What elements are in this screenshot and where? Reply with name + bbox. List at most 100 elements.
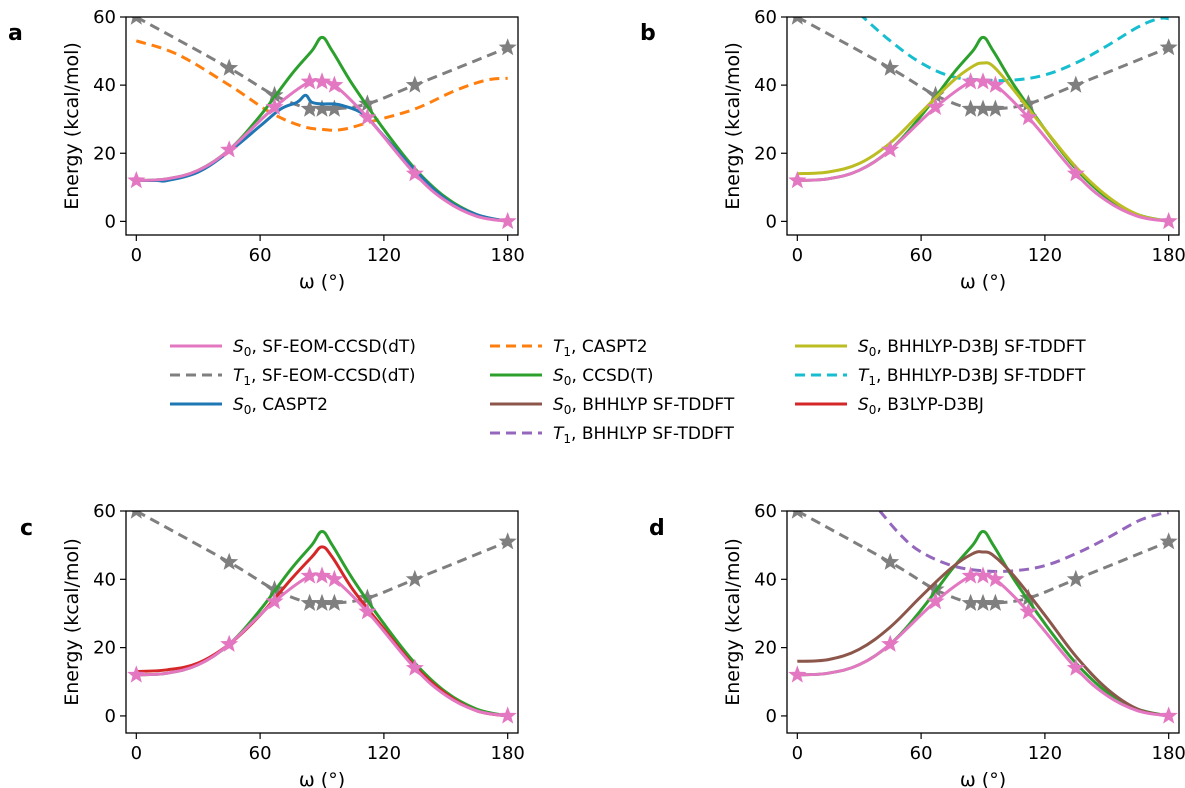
data-point-star xyxy=(1019,108,1038,126)
x-tick-label: 180 xyxy=(491,743,525,764)
y-tick-label: 60 xyxy=(754,7,777,28)
data-point-star xyxy=(881,140,900,158)
y-tick-label: 20 xyxy=(754,638,777,659)
series-line xyxy=(797,61,1170,223)
y-tick-label: 0 xyxy=(105,211,116,232)
y-tick-label: 20 xyxy=(93,638,116,659)
data-point-star xyxy=(325,75,344,93)
legend-item: T1, CASPT2 xyxy=(490,337,648,359)
x-axis-label: ω (°) xyxy=(299,271,345,293)
data-point-star xyxy=(881,634,900,652)
legend: S0, SF-EOM-CCSD(dT) T1, SF-EOM-CCSD(dT) S0… xyxy=(170,337,1086,446)
axes-frame xyxy=(125,16,519,236)
legend-label: T1, BHHLYP-D3BJ SF-TDDFT xyxy=(858,366,1086,388)
data-point-star xyxy=(1066,75,1085,93)
y-axis-label: Energy (kcal/mol) xyxy=(722,42,744,210)
x-tick-label: 0 xyxy=(792,743,803,764)
series-line xyxy=(135,511,509,606)
y-axis-label: Energy (kcal/mol) xyxy=(722,538,744,706)
data-point-star xyxy=(405,569,424,587)
data-point-star xyxy=(961,593,980,611)
data-point-star xyxy=(300,593,319,611)
data-point-star xyxy=(961,72,980,90)
series-line xyxy=(136,93,509,223)
x-tick-label: 180 xyxy=(1152,743,1185,764)
data-point-star xyxy=(405,164,424,182)
legend-label: T1, CASPT2 xyxy=(553,337,648,359)
legend-item: S0, BHHLYP SF-TDDFT xyxy=(490,395,735,417)
data-point-star xyxy=(788,665,807,683)
y-tick-label: 0 xyxy=(766,706,777,727)
data-point-star xyxy=(300,99,319,117)
data-point-star xyxy=(130,17,142,25)
data-point-star xyxy=(325,569,344,587)
y-tick-label: 40 xyxy=(754,75,777,96)
x-tick-label: 0 xyxy=(131,743,142,764)
legend-item: S0, CCSD(T) xyxy=(490,366,654,388)
legend-label: S0, B3LYP-D3BJ xyxy=(858,395,984,417)
data-point-star xyxy=(1066,569,1085,587)
data-point-star xyxy=(498,38,517,56)
legend-label: S0, SF-EOM-CCSD(dT) xyxy=(233,337,416,359)
series-line xyxy=(136,530,509,718)
data-point-star xyxy=(791,511,803,519)
legend-item: T1, BHHLYP SF-TDDFT xyxy=(490,424,735,446)
x-tick-label: 0 xyxy=(792,245,803,266)
data-point-star xyxy=(358,588,377,606)
data-point-star xyxy=(961,99,980,117)
series-line xyxy=(136,35,509,223)
panel-d: d 0 60 120 180 0 20 40 60 ω (°) Energy (kcal/mol) xyxy=(649,501,1185,788)
y-tick-label: 20 xyxy=(754,143,777,164)
y-tick-label: 20 xyxy=(93,143,116,164)
series-line xyxy=(135,39,508,132)
y-tick-label: 0 xyxy=(105,706,116,727)
data-point-star xyxy=(127,665,146,683)
legend-item: T1, BHHLYP-D3BJ SF-TDDFT xyxy=(795,366,1086,388)
plot-area xyxy=(788,511,1178,724)
series-line xyxy=(135,17,509,112)
y-tick-label: 0 xyxy=(766,211,777,232)
data-point-star xyxy=(881,58,900,76)
data-point-star xyxy=(974,566,992,584)
legend-item: S0, BHHLYP-D3BJ SF-TDDFT xyxy=(795,337,1086,359)
data-point-star xyxy=(313,72,331,90)
data-point-star xyxy=(265,592,284,610)
data-point-star xyxy=(300,566,319,584)
data-point-star xyxy=(986,99,1005,117)
data-point-star xyxy=(1159,532,1178,550)
data-point-star xyxy=(791,17,803,25)
data-point-star xyxy=(358,602,377,620)
data-point-star xyxy=(881,552,900,570)
y-axis-label: Energy (kcal/mol) xyxy=(61,538,83,706)
series-line xyxy=(797,530,1170,718)
series-line xyxy=(797,35,1170,223)
legend-label: S0, BHHLYP SF-TDDFT xyxy=(553,395,735,417)
data-point-star xyxy=(405,658,424,676)
data-point-star xyxy=(961,566,980,584)
legend-item: S0, CASPT2 xyxy=(170,395,328,417)
data-point-star xyxy=(220,58,239,76)
axes-frame xyxy=(786,16,1180,236)
panel-letter: c xyxy=(20,516,33,541)
data-point-star xyxy=(1066,164,1085,182)
x-tick-label: 120 xyxy=(1028,743,1062,764)
data-point-star xyxy=(127,171,146,189)
data-point-star xyxy=(300,72,319,90)
data-point-star xyxy=(974,99,992,117)
data-point-star xyxy=(986,75,1005,93)
data-point-star xyxy=(313,593,331,611)
x-tick-label: 60 xyxy=(910,743,933,764)
x-tick-label: 180 xyxy=(491,245,525,266)
data-point-star xyxy=(926,85,945,103)
axes-frame xyxy=(786,510,1180,734)
x-axis-label: ω (°) xyxy=(299,769,345,788)
data-point-star xyxy=(1159,38,1178,56)
legend-label: S0, BHHLYP-D3BJ SF-TDDFT xyxy=(858,337,1086,359)
series-line xyxy=(878,511,1169,573)
plot-area xyxy=(788,17,1178,230)
data-point-star xyxy=(974,72,992,90)
panel-letter: a xyxy=(8,21,23,46)
plot-area xyxy=(127,511,517,724)
data-point-star xyxy=(265,85,284,103)
